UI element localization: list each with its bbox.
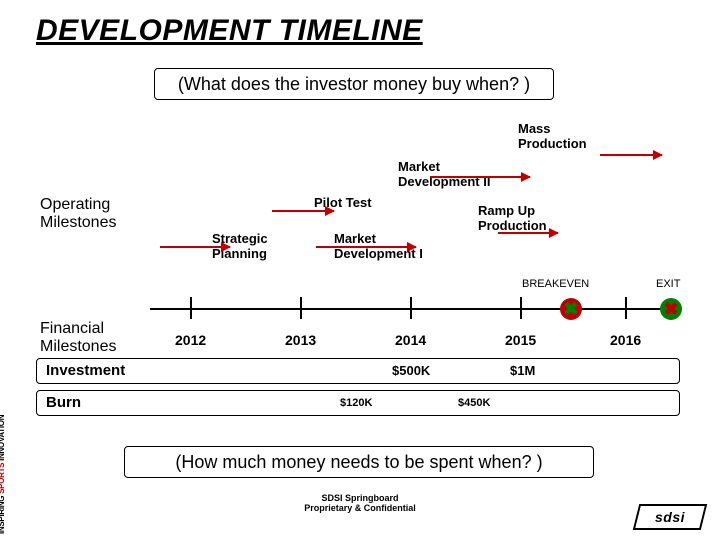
year-2016: 2016 bbox=[610, 332, 641, 348]
arrow-market-dev-1 bbox=[316, 246, 416, 248]
section-operating: Operating Milestones bbox=[40, 196, 116, 233]
axis-tick bbox=[300, 297, 302, 319]
arrow-strategic-planning bbox=[160, 246, 230, 248]
logo-right: sdsi bbox=[633, 504, 707, 530]
year-2015: 2015 bbox=[505, 332, 536, 348]
burn-450k: $450K bbox=[458, 397, 490, 409]
year-2013: 2013 bbox=[285, 332, 316, 348]
arrow-ramp-up bbox=[498, 232, 558, 234]
logo-right-text: sdsi bbox=[655, 509, 685, 525]
phase-market-dev-2: Market Development II bbox=[398, 160, 490, 190]
year-2014: 2014 bbox=[395, 332, 426, 348]
axis-tick bbox=[410, 297, 412, 319]
axis-tick bbox=[520, 297, 522, 319]
breakeven-icon: ✖ bbox=[560, 298, 582, 320]
phase-ramp-up: Ramp Up Production bbox=[478, 204, 547, 234]
year-2012: 2012 bbox=[175, 332, 206, 348]
row-investment-label: Investment bbox=[46, 362, 125, 379]
arrow-pilot-test bbox=[272, 210, 334, 212]
investment-2015: $1M bbox=[510, 363, 535, 378]
burn-120k: $120K bbox=[340, 397, 372, 409]
logo-left: INSPIRING SPORTS INNOVATION bbox=[0, 415, 6, 534]
subtitle-text: (What does the investor money buy when? … bbox=[178, 74, 530, 95]
label-exit: EXIT bbox=[656, 278, 680, 291]
bottom-question-text: (How much money needs to be spent when? … bbox=[175, 452, 542, 473]
footer-line2: Proprietary & Confidential bbox=[0, 504, 720, 514]
footer: SDSI Springboard Proprietary & Confident… bbox=[0, 494, 720, 514]
investment-2014: $500K bbox=[392, 363, 430, 378]
section-financial: Financial Milestones bbox=[40, 320, 116, 357]
axis-tick bbox=[190, 297, 192, 319]
phase-pilot-test: Pilot Test bbox=[314, 196, 372, 211]
row-investment bbox=[36, 358, 680, 384]
arrow-market-dev-2 bbox=[430, 176, 530, 178]
row-burn-label: Burn bbox=[46, 394, 81, 411]
bottom-question-box: (How much money needs to be spent when? … bbox=[124, 446, 594, 478]
exit-icon: ✖ bbox=[660, 298, 682, 320]
subtitle-box: (What does the investor money buy when? … bbox=[154, 68, 554, 100]
label-breakeven: BREAKEVEN bbox=[522, 278, 589, 291]
page-title: DEVELOPMENT TIMELINE bbox=[36, 14, 423, 48]
slide: DEVELOPMENT TIMELINE (What does the inve… bbox=[0, 0, 720, 540]
axis-tick bbox=[625, 297, 627, 319]
phase-mass-production: Mass Production bbox=[518, 122, 587, 152]
arrow-mass-production bbox=[600, 154, 662, 156]
timeline-axis bbox=[150, 308, 680, 310]
